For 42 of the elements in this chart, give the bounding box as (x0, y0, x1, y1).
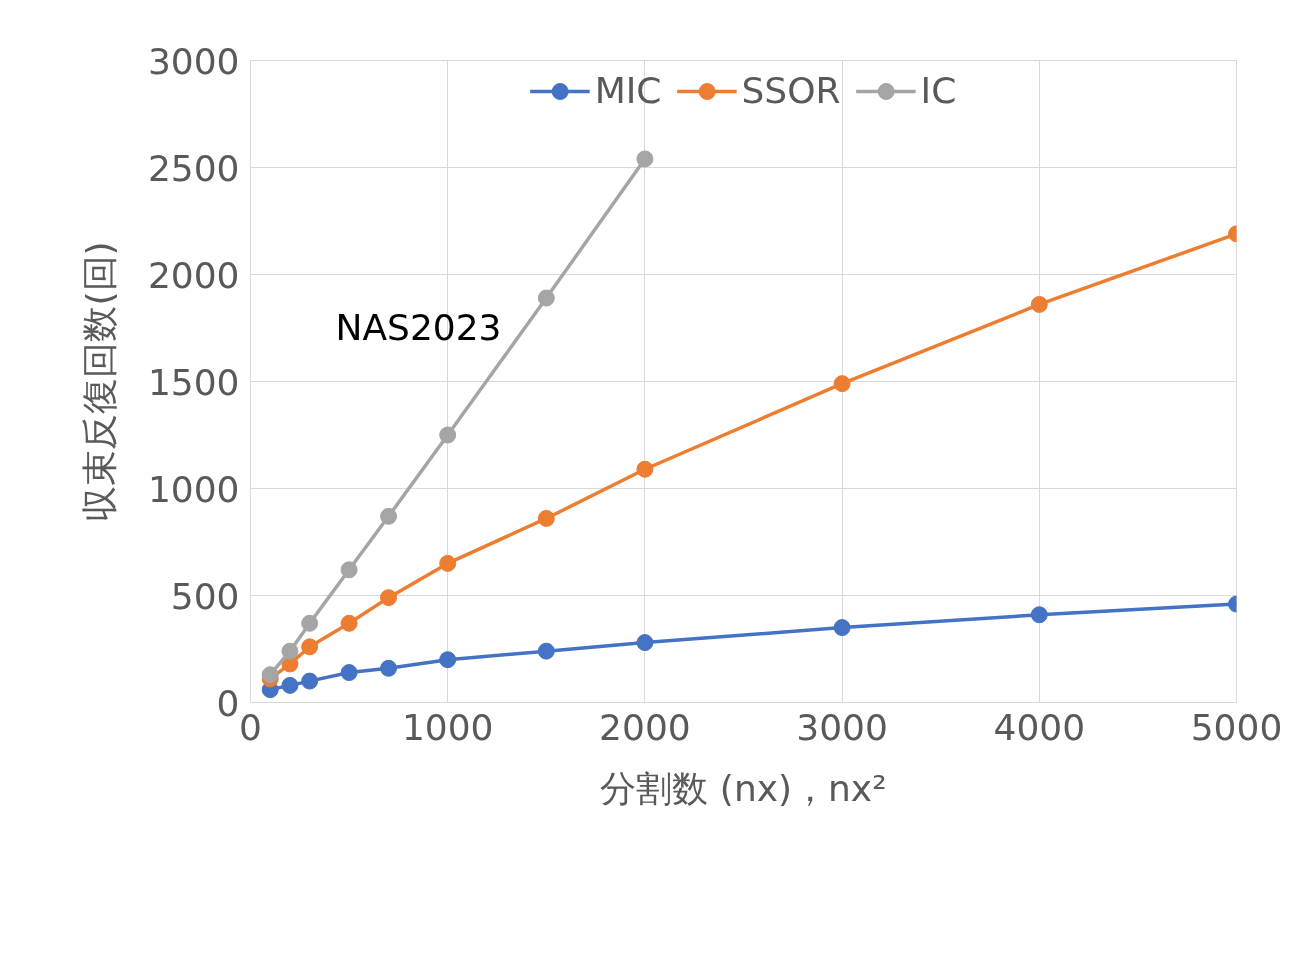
point (281, 676, 299, 694)
y-tick-label: 2500 (147, 147, 240, 189)
point (537, 509, 555, 527)
point (636, 460, 654, 478)
point (537, 642, 555, 660)
legend-label: IC (920, 70, 957, 111)
point (281, 642, 299, 660)
point (340, 614, 358, 632)
point (833, 375, 851, 393)
x-tick-label: 3000 (796, 706, 888, 748)
point (636, 634, 654, 652)
x-tick-label: 5000 (1190, 706, 1283, 748)
legend-label: SSOR (741, 70, 841, 111)
y-tick-label: 1000 (147, 468, 240, 510)
y-tick-label: 3000 (147, 40, 240, 82)
x-tick-label: 4000 (993, 706, 1086, 748)
y-tick-label: 500 (170, 575, 240, 617)
point (261, 666, 279, 684)
annotation: NAS2023 (335, 306, 502, 348)
point (301, 638, 319, 656)
point (439, 554, 457, 572)
y-tick-label: 1500 (147, 361, 240, 403)
point (439, 426, 457, 444)
x-tick-label: 1000 (401, 706, 494, 748)
point (1030, 606, 1048, 624)
point (340, 561, 358, 579)
point (301, 672, 319, 690)
point (380, 589, 398, 607)
point (537, 289, 555, 307)
point (439, 651, 457, 669)
y-axis-title: 収束反復回数(回) (78, 241, 120, 522)
y-tick-label: 2000 (147, 254, 240, 296)
point (1030, 295, 1048, 313)
x-axis-title: 分割数 (nx)，nx² (600, 767, 887, 809)
point (301, 614, 319, 632)
legend-label: MIC (594, 70, 662, 111)
point (380, 659, 398, 677)
point (636, 150, 654, 168)
point (380, 507, 398, 525)
point (833, 619, 851, 637)
x-tick-label: 2000 (599, 706, 691, 748)
point (340, 664, 358, 682)
